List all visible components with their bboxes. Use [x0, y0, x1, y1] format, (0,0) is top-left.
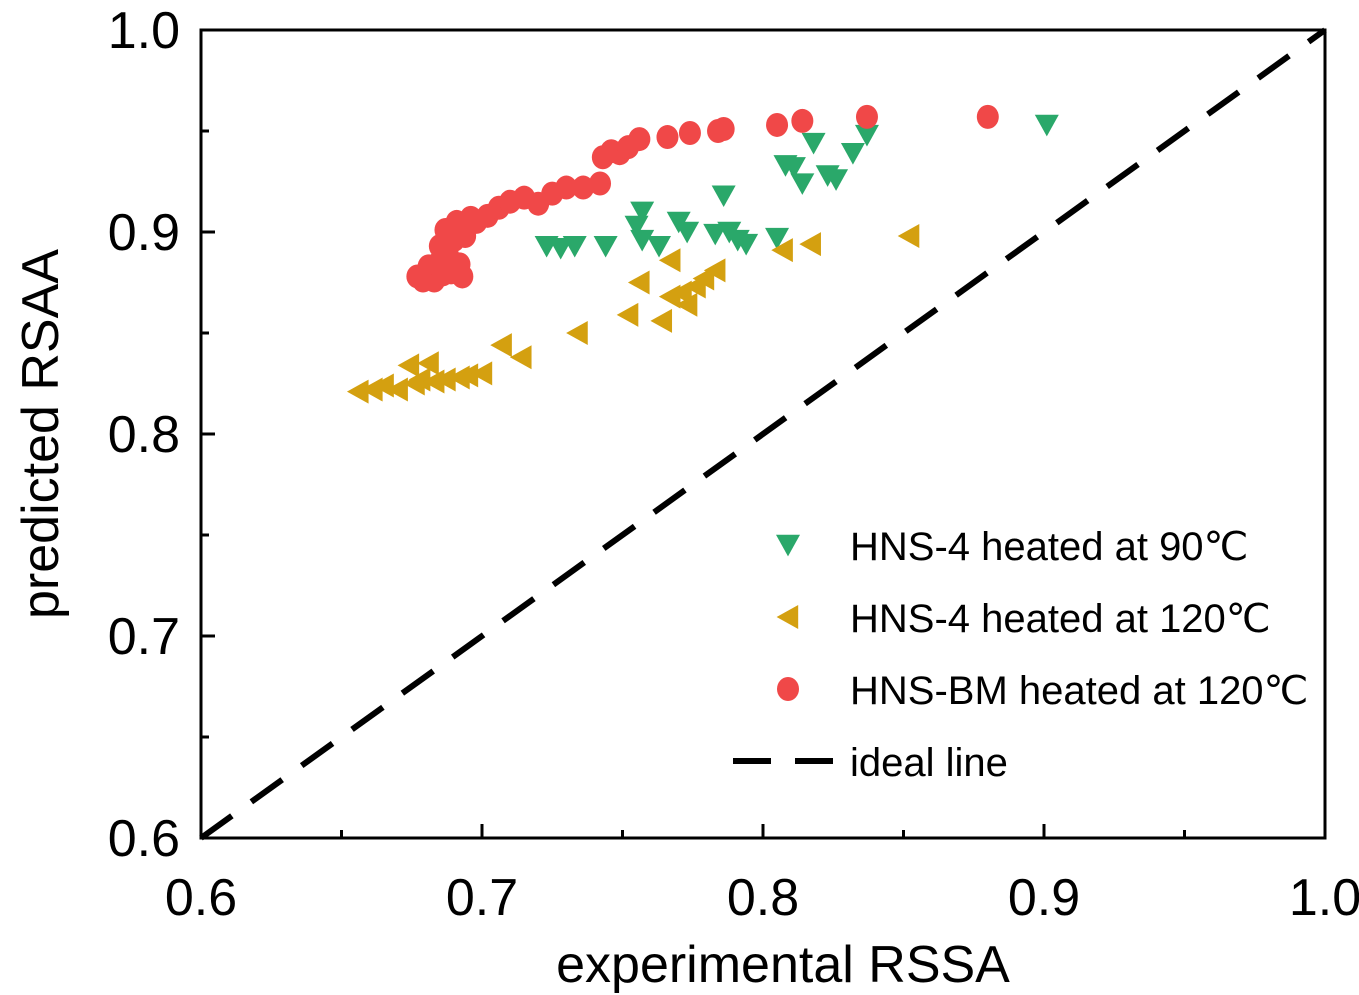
x-tick-label: 0.7 [446, 869, 518, 927]
legend-marker [776, 534, 800, 557]
data-point-series-2 [589, 171, 612, 196]
data-point-series-2 [855, 104, 878, 129]
data-point-series-2 [678, 121, 701, 146]
data-point-series-1 [658, 248, 681, 273]
data-point-series-2 [712, 116, 735, 141]
data-point-series-0 [840, 143, 865, 165]
axis-tick-labels: 0.6 0.7 0.8 0.9 1.0 0.6 0.7 0.8 0.9 1.0 [108, 2, 1359, 927]
legend-marker [776, 605, 799, 629]
legend-label: HNS-4 heated at 120℃ [850, 597, 1271, 641]
data-point-series-1 [346, 379, 369, 404]
data-point-series-1 [434, 367, 456, 392]
data-point-series-0 [1034, 114, 1059, 137]
data-point-series-0 [790, 173, 815, 195]
data-point-series-1 [386, 377, 408, 402]
data-point-series-1 [799, 232, 821, 257]
data-point-series-2 [791, 108, 814, 133]
data-point-series-2 [555, 175, 578, 200]
data-point-series-1 [456, 363, 479, 388]
data-point-series-2 [976, 104, 999, 129]
y-tick-label: 1.0 [108, 2, 180, 60]
x-tick-label: 0.8 [727, 869, 799, 927]
legend-label: HNS-BM heated at 120℃ [850, 669, 1308, 713]
data-point-series-2 [451, 264, 474, 289]
data-point-series-2 [766, 112, 789, 137]
data-point-series-1 [417, 351, 439, 376]
y-tick-label: 0.6 [108, 810, 180, 868]
data-point-series-0 [734, 233, 759, 256]
data-point-series-1 [650, 308, 673, 333]
data-point-series-1 [509, 345, 532, 370]
x-tick-label: 0.9 [1008, 869, 1080, 927]
x-tick-label: 0.6 [165, 869, 237, 927]
data-point-series-0 [854, 124, 879, 147]
data-point-series-0 [703, 223, 728, 246]
data-point-series-1 [470, 361, 493, 386]
legend-marker [777, 677, 799, 701]
data-point-series-1 [490, 333, 512, 358]
y-axis-title: predicted RSAA [12, 249, 70, 619]
data-point-series-0 [675, 221, 700, 244]
data-point-series-1 [372, 373, 394, 398]
data-point-series-0 [781, 157, 806, 179]
ideal-line [199, 27, 1327, 841]
data-point-series-2 [628, 127, 651, 152]
legend-label: ideal line [850, 741, 1008, 785]
legend: HNS-4 heated at 90℃ HNS-4 heated at 120℃ H… [733, 525, 1308, 785]
data-point-series-1 [408, 367, 431, 392]
data-point-series-1 [771, 238, 793, 263]
x-tick-label: 1.0 [1289, 869, 1359, 927]
legend-label: HNS-4 heated at 90℃ [850, 525, 1248, 569]
data-point-series-0 [630, 229, 655, 252]
axis-ticks [199, 28, 1327, 840]
data-point-series-1 [397, 353, 420, 378]
data-point-series-1 [675, 292, 698, 317]
x-axis-title: experimental RSSA [556, 936, 1010, 994]
data-point-series-0 [548, 237, 573, 260]
ideal-line-layer [199, 27, 1327, 841]
data-point-series-1 [422, 369, 445, 394]
data-point-series-1 [566, 321, 588, 345]
data-point-series-0 [801, 132, 826, 155]
data-point-series-0 [765, 227, 790, 250]
data-point-series-2 [572, 175, 595, 200]
data-point-series-0 [593, 235, 618, 258]
data-point-series-0 [647, 235, 672, 258]
data-point-series-0 [562, 235, 587, 258]
data-point-series-1 [703, 258, 726, 283]
y-tick-label: 0.8 [108, 406, 180, 464]
data-points-layer [346, 104, 1059, 404]
data-point-series-0 [824, 169, 849, 191]
data-point-series-2 [656, 125, 679, 150]
data-point-series-0 [630, 201, 655, 224]
y-tick-label: 0.7 [108, 608, 180, 666]
data-point-series-1 [627, 270, 650, 295]
data-point-series-1 [897, 224, 920, 249]
y-tick-label: 0.9 [108, 204, 180, 262]
data-point-series-1 [616, 302, 639, 327]
data-point-series-0 [711, 185, 736, 208]
